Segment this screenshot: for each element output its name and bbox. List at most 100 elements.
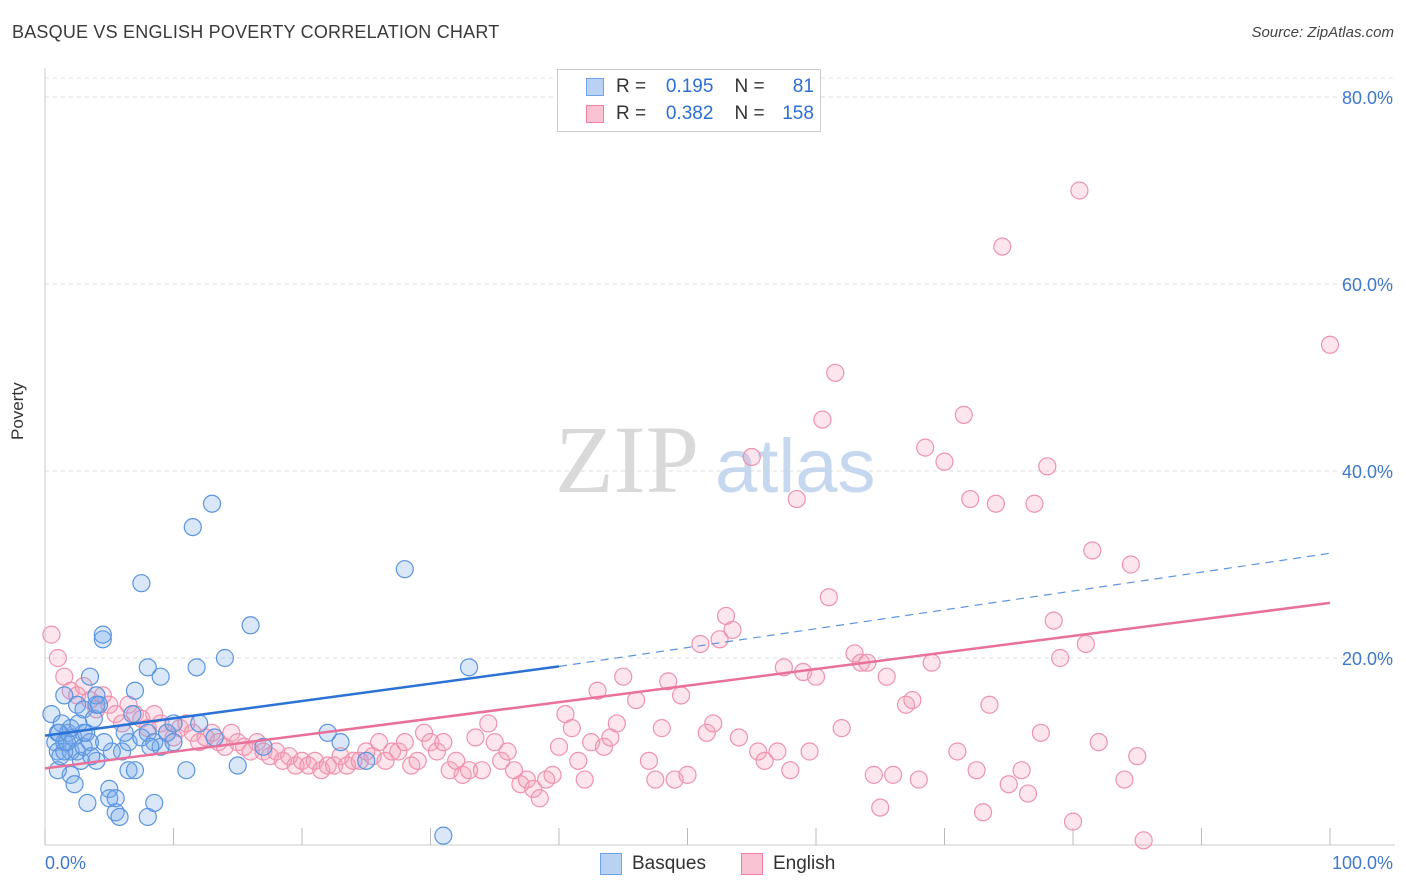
english-point xyxy=(524,779,543,799)
english-point xyxy=(222,723,241,742)
english-point xyxy=(903,690,922,710)
english-point xyxy=(485,733,504,752)
basques-point xyxy=(100,779,119,799)
watermark: ZIP atlas xyxy=(555,406,876,513)
source-label: Source: ZipAtlas.com xyxy=(1251,24,1394,41)
basques-point xyxy=(110,807,129,827)
english-point xyxy=(472,761,491,780)
basques-point xyxy=(123,704,142,724)
legend-swatch-english xyxy=(586,105,604,123)
y-tick-label: 80.0% xyxy=(1342,88,1393,108)
english-point xyxy=(1012,761,1031,780)
english-point xyxy=(909,770,928,789)
english-point xyxy=(723,620,742,640)
english-point xyxy=(691,634,710,654)
bottom-legend-english: English xyxy=(741,852,835,876)
basques-point xyxy=(434,826,453,845)
basques-point xyxy=(395,560,414,579)
basques-point xyxy=(190,714,209,733)
basques-point xyxy=(183,517,202,537)
english-point xyxy=(517,770,536,789)
basques-point xyxy=(241,616,260,635)
english-point xyxy=(1018,784,1038,803)
english-point xyxy=(800,742,819,761)
watermark-atlas: atlas xyxy=(715,424,876,509)
basques-point xyxy=(145,793,164,813)
basques-point xyxy=(138,723,157,742)
english-point xyxy=(1083,541,1102,560)
english-point xyxy=(1121,555,1140,574)
basques-point xyxy=(42,704,61,724)
english-point xyxy=(543,765,562,784)
basques-point xyxy=(132,574,151,593)
english-point xyxy=(935,452,954,471)
english-point xyxy=(427,742,447,761)
english-point xyxy=(1089,733,1108,752)
english-point xyxy=(961,489,980,509)
legend-row-basques: R = 0.195 N = 81 xyxy=(586,75,814,99)
english-point xyxy=(594,737,614,756)
stats-legend: R = 0.195 N = 81 R = 0.382 N = 158 xyxy=(557,69,821,132)
english-point xyxy=(729,728,749,747)
tick-labels: 20.0% 40.0% 60.0% 80.0% 0.0% 100.0% xyxy=(45,88,1393,873)
english-point xyxy=(434,733,453,752)
english-point xyxy=(864,765,883,784)
english-point xyxy=(659,672,678,691)
english-point xyxy=(980,695,999,714)
basques-point xyxy=(254,737,273,756)
english-point xyxy=(652,719,671,738)
basques-point xyxy=(65,775,84,794)
english-point xyxy=(382,742,402,761)
basques-point xyxy=(459,658,479,677)
legend-row-english: R = 0.382 N = 158 xyxy=(586,102,814,126)
english-point xyxy=(549,737,569,756)
gridlines xyxy=(45,77,1395,659)
legend-n-value: 81 xyxy=(792,76,814,97)
english-point xyxy=(575,770,594,789)
basques-point xyxy=(157,723,177,742)
legend-r-label: R = xyxy=(616,103,647,124)
legend-n-label: N = xyxy=(734,103,765,124)
english-point xyxy=(100,695,119,714)
english-point xyxy=(697,723,716,742)
english-point xyxy=(370,733,389,752)
english-point xyxy=(389,742,408,761)
english-point xyxy=(639,751,659,770)
english-point xyxy=(562,719,581,738)
basques-point xyxy=(95,733,114,752)
english-point xyxy=(408,751,427,770)
english-point xyxy=(1051,648,1070,668)
basques-point xyxy=(228,756,247,775)
english-point xyxy=(948,742,967,761)
basques-trend-line xyxy=(44,665,560,737)
english-point xyxy=(749,742,768,761)
english-point xyxy=(877,667,896,686)
basques-point xyxy=(48,761,67,780)
english-point xyxy=(973,803,993,822)
basques-point xyxy=(177,761,196,780)
basques-point xyxy=(78,793,97,813)
english-point xyxy=(768,742,787,761)
legend-r-value: 0.195 xyxy=(665,76,714,97)
english-point xyxy=(1134,831,1153,850)
english-point xyxy=(530,789,549,808)
legend-n-label: N = xyxy=(734,76,765,97)
basques-point xyxy=(215,648,234,668)
basques-point xyxy=(82,747,101,766)
english-point xyxy=(395,733,414,752)
english-point xyxy=(479,714,498,733)
trend-lines xyxy=(44,552,1331,770)
bottom-legend-label: English xyxy=(773,853,836,874)
legend-swatch-basques xyxy=(586,78,604,96)
english-point xyxy=(993,237,1012,256)
axes xyxy=(44,68,1395,846)
english-point xyxy=(922,653,941,672)
y-tick-label: 40.0% xyxy=(1342,462,1393,482)
legend-r-label: R = xyxy=(616,76,647,97)
english-point xyxy=(646,770,665,789)
y-tick-label: 20.0% xyxy=(1342,649,1393,669)
english-point xyxy=(671,686,691,705)
english-point xyxy=(614,667,633,686)
english-trend-line xyxy=(44,601,1331,770)
